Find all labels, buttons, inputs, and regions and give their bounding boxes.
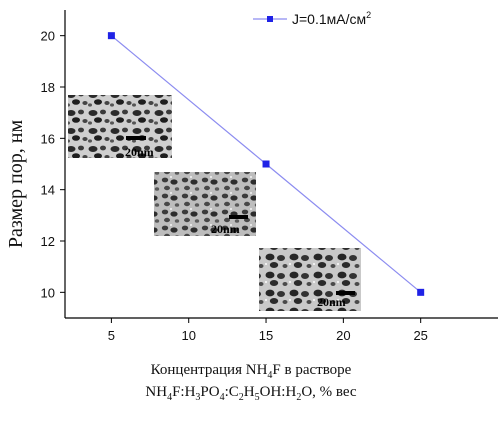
y-tick-label: 16 [41, 131, 55, 146]
y-tick-label: 18 [41, 80, 55, 95]
inset-scale-label-3: 20nm [317, 295, 346, 309]
inset-scale-label-1: 20nm [125, 145, 154, 159]
axis-ticks: 5 10 15 20 25 10 12 14 16 18 20 [41, 29, 428, 343]
y-tick-label: 14 [41, 183, 55, 198]
x-tick-label: 15 [259, 328, 273, 343]
y-tick-label: 12 [41, 234, 55, 249]
inset-image-3: 20nm [259, 248, 361, 311]
y-tick-label: 10 [41, 285, 55, 300]
inset-scale-label-2: 20nm [211, 222, 240, 236]
legend-label: J=0.1мА/см2 [292, 10, 371, 27]
legend: J=0.1мА/см2 [253, 10, 371, 27]
x-tick-label: 10 [181, 328, 195, 343]
data-point [107, 32, 115, 40]
x-tick-label: 5 [108, 328, 115, 343]
y-tick-label: 20 [41, 29, 55, 44]
inset-image-2: 20nm [154, 172, 256, 236]
data-point [417, 288, 425, 296]
x-axis-label-line-1: Концентрация NH4F в растворе [150, 362, 352, 381]
series-group [107, 32, 425, 296]
data-point [262, 160, 270, 168]
x-tick-label: 25 [413, 328, 427, 343]
legend-marker [267, 16, 273, 22]
inset-image-1: 20nm [68, 95, 172, 159]
y-axis-label: Размер пор, нм [5, 120, 27, 249]
x-tick-label: 20 [336, 328, 350, 343]
x-axis-label-line-2: NH4F:H3PO4:C2H5OH:H2O, % вес [145, 384, 357, 403]
